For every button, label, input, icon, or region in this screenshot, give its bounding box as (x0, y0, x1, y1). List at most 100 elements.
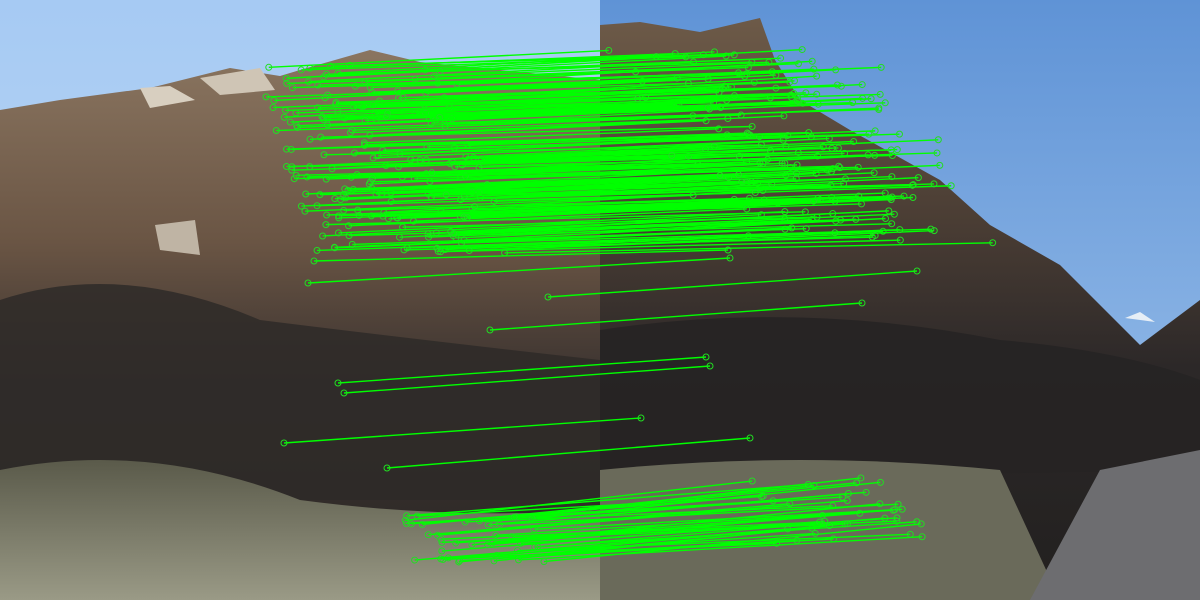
keypoint (930, 180, 938, 188)
keypoint (544, 293, 552, 301)
keypoint (750, 78, 758, 86)
keypoint (335, 212, 343, 220)
keypoint (442, 191, 450, 199)
match-line (369, 162, 783, 185)
keypoint (906, 530, 914, 538)
keypoint (418, 520, 426, 528)
keypoint (913, 267, 921, 275)
keypoint (704, 104, 712, 112)
match-line (372, 162, 785, 179)
match-line (414, 166, 841, 180)
match-line (465, 505, 833, 523)
keypoint (348, 126, 356, 134)
keypoint (685, 152, 693, 160)
keypoint (786, 500, 794, 508)
keypoint (735, 171, 743, 179)
keypoint (433, 244, 441, 252)
keypoint (813, 90, 821, 98)
keypoint (447, 228, 455, 236)
keypoint (410, 217, 418, 225)
match-line (402, 85, 842, 99)
keypoint (716, 172, 724, 180)
keypoint (888, 173, 896, 181)
keypoint (894, 500, 902, 508)
keypoint (437, 535, 445, 543)
left-brush (0, 460, 600, 600)
left-rock (200, 68, 275, 95)
keypoint (786, 78, 794, 86)
keypoint (432, 229, 440, 237)
match-line (353, 91, 719, 108)
match-line (434, 61, 769, 77)
keypoint (811, 529, 819, 537)
keypoint (909, 193, 917, 201)
match-line (543, 523, 922, 563)
keypoint (310, 257, 318, 265)
keypoint (849, 99, 857, 107)
match-line (487, 164, 940, 186)
keypoint (344, 186, 352, 194)
keypoint (802, 89, 810, 97)
match-line (438, 234, 876, 253)
keypoint (699, 51, 707, 59)
match-line (338, 210, 785, 234)
keypoint (288, 166, 296, 174)
match-line (286, 132, 748, 150)
keypoint (934, 136, 942, 144)
keypoint (813, 72, 821, 80)
keypoint (898, 505, 906, 513)
keypoint (835, 162, 843, 170)
match-line (369, 115, 784, 137)
keypoint (765, 58, 773, 66)
keypoint (825, 134, 833, 142)
keypoint (637, 414, 645, 422)
keypoint (836, 164, 844, 172)
keypoint (297, 202, 305, 210)
match-line (313, 249, 729, 262)
match-line (499, 503, 899, 526)
keypoint (850, 137, 858, 145)
match-line (471, 512, 860, 546)
keypoint (918, 533, 926, 541)
keypoint (411, 556, 419, 564)
match-line (337, 356, 707, 384)
keypoint (930, 227, 938, 235)
keypoint (379, 212, 387, 220)
keypoint (332, 100, 340, 108)
match-line (324, 144, 762, 156)
keypoint (334, 379, 342, 387)
keypoint (858, 81, 866, 89)
match-line (514, 477, 861, 518)
keypoint (933, 149, 941, 157)
keypoint (321, 94, 329, 102)
keypoint (286, 118, 294, 126)
match-line (326, 162, 760, 180)
match-line (285, 98, 638, 112)
keypoint (841, 175, 849, 183)
match-line (441, 520, 825, 552)
keypoint (837, 82, 845, 90)
match-line (301, 183, 772, 207)
keypoint (297, 66, 305, 74)
right-peak (1125, 312, 1155, 322)
keypoint (777, 54, 785, 62)
match-line (440, 239, 901, 253)
keypoint (314, 81, 322, 89)
keypoint (288, 84, 296, 92)
match-line (420, 147, 839, 161)
keypoint (634, 95, 642, 103)
keypoint (947, 182, 955, 190)
keypoint (540, 558, 548, 566)
keypoint (871, 127, 879, 135)
keypoint (876, 500, 884, 508)
keypoint (702, 117, 710, 125)
match-line (460, 184, 913, 201)
keypoint (890, 210, 898, 218)
keypoint (757, 141, 765, 149)
keypoint (893, 514, 901, 522)
keypoint (900, 192, 908, 200)
keypoint (737, 111, 745, 119)
keypoint (891, 506, 899, 514)
keypoint (706, 362, 714, 370)
